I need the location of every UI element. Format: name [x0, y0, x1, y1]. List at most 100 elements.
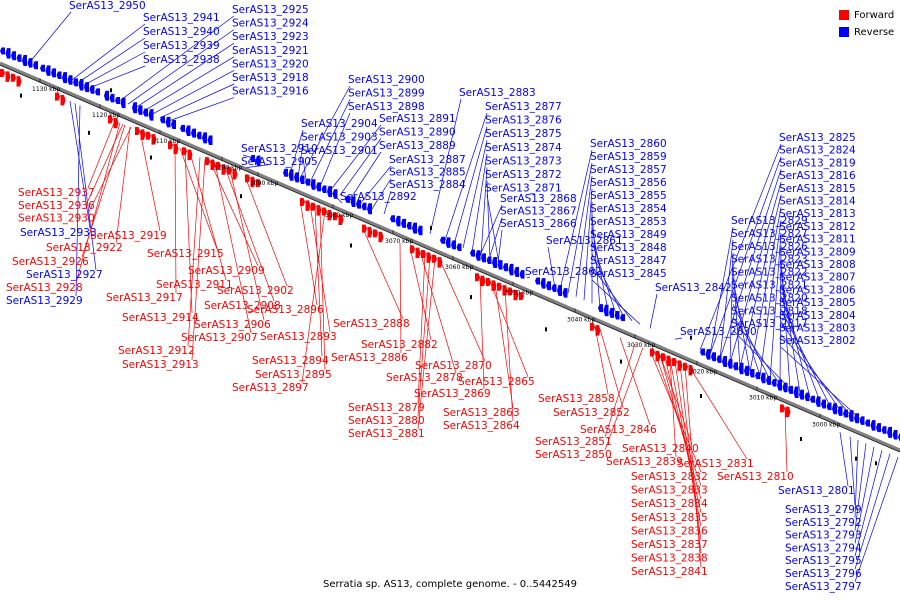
gene-label[interactable]: SerAS13_2855	[590, 190, 667, 202]
gene-label[interactable]: SerAS13_2887	[389, 154, 466, 166]
gene-label[interactable]: SerAS13_2859	[590, 151, 667, 163]
gene-label[interactable]: SerAS13_2923	[232, 31, 309, 43]
gene-label[interactable]: SerAS13_2885	[389, 167, 466, 179]
gene-label[interactable]: SerAS13_2919	[90, 230, 167, 242]
gene-label[interactable]: SerAS13_2838	[631, 553, 708, 565]
gene-label[interactable]: SerAS13_2913	[122, 359, 199, 371]
gene-label[interactable]: SerAS13_2876	[485, 115, 562, 127]
gene-label[interactable]: SerAS13_2904	[301, 118, 378, 130]
gene-label[interactable]: SerAS13_2926	[12, 256, 89, 268]
gene-label[interactable]: SerAS13_2888	[333, 318, 410, 330]
gene-label[interactable]: SerAS13_2907	[181, 332, 258, 344]
gene-label[interactable]: SerAS13_2892	[340, 191, 417, 203]
gene-label[interactable]: SerAS13_2864	[443, 420, 520, 432]
gene-label[interactable]: SerAS13_2797	[785, 581, 862, 593]
gene-label[interactable]: SerAS13_2852	[553, 407, 630, 419]
gene-label[interactable]: SerAS13_2936	[18, 200, 95, 212]
gene-label[interactable]: SerAS13_2806	[779, 284, 856, 296]
gene-label[interactable]: SerAS13_2930	[18, 213, 95, 225]
gene-label[interactable]: SerAS13_2924	[232, 18, 309, 30]
gene-label[interactable]: SerAS13_2808	[779, 259, 856, 271]
gene-label[interactable]: SerAS13_2889	[379, 140, 456, 152]
gene-label[interactable]: SerAS13_2842	[655, 282, 732, 294]
gene-label[interactable]: SerAS13_2805	[779, 297, 856, 309]
gene-label[interactable]: SerAS13_2915	[147, 248, 224, 260]
gene-label[interactable]: SerAS13_2813	[779, 208, 856, 220]
gene-label[interactable]: SerAS13_2896	[247, 304, 324, 316]
gene-label[interactable]: SerAS13_2922	[46, 242, 123, 254]
gene-label[interactable]: SerAS13_2867	[500, 206, 577, 218]
gene-label[interactable]: SerAS13_2821	[731, 280, 808, 292]
gene-label[interactable]: SerAS13_2870	[415, 360, 492, 372]
gene-label[interactable]: SerAS13_2826	[731, 241, 808, 253]
gene-label[interactable]: SerAS13_2927	[26, 269, 103, 281]
gene-label[interactable]: SerAS13_2836	[631, 525, 708, 537]
gene-label[interactable]: SerAS13_2939	[143, 40, 220, 52]
gene-label[interactable]: SerAS13_2881	[348, 428, 425, 440]
gene-label[interactable]: SerAS13_2847	[590, 255, 667, 267]
gene-label[interactable]: SerAS13_2891	[379, 113, 456, 125]
gene-label[interactable]: SerAS13_2899	[348, 88, 425, 100]
gene-label[interactable]: SerAS13_2857	[590, 164, 667, 176]
gene-label[interactable]: SerAS13_2851	[535, 436, 612, 448]
gene-label[interactable]: SerAS13_2911	[156, 279, 233, 291]
gene-label[interactable]: SerAS13_2827	[731, 228, 808, 240]
gene-label[interactable]: SerAS13_2833	[631, 485, 708, 497]
gene-label[interactable]: SerAS13_2873	[485, 155, 562, 167]
gene-label[interactable]: SerAS13_2810	[717, 471, 794, 483]
gene-label[interactable]: SerAS13_2801	[778, 485, 855, 497]
gene-label[interactable]: SerAS13_2895	[255, 369, 332, 381]
gene-label[interactable]: SerAS13_2822	[731, 267, 808, 279]
gene-label[interactable]: SerAS13_2819	[779, 157, 856, 169]
gene-label[interactable]: SerAS13_2938	[143, 54, 220, 66]
gene-label[interactable]: SerAS13_2903	[301, 132, 378, 144]
gene-label[interactable]: SerAS13_2809	[779, 246, 856, 258]
gene-label[interactable]: SerAS13_2856	[590, 177, 667, 189]
gene-label[interactable]: SerAS13_2869	[414, 388, 491, 400]
gene-label[interactable]: SerAS13_2816	[779, 170, 856, 182]
gene-label[interactable]: SerAS13_2872	[485, 169, 562, 181]
gene-label[interactable]: SerAS13_2807	[779, 272, 856, 284]
gene-label[interactable]: SerAS13_2861	[546, 235, 623, 247]
gene-label[interactable]: SerAS13_2837	[631, 539, 708, 551]
gene-label[interactable]: SerAS13_2878	[386, 372, 463, 384]
gene-label[interactable]: SerAS13_2841	[631, 566, 708, 578]
gene-label[interactable]: SerAS13_2894	[252, 355, 329, 367]
gene-label[interactable]: SerAS13_2839	[606, 456, 683, 468]
gene-label[interactable]: SerAS13_2877	[485, 101, 562, 113]
gene-label[interactable]: SerAS13_2803	[779, 323, 856, 335]
gene-label[interactable]: SerAS13_2928	[6, 282, 83, 294]
gene-label[interactable]: SerAS13_2912	[118, 345, 195, 357]
gene-label[interactable]: SerAS13_2825	[779, 132, 856, 144]
gene-label[interactable]: SerAS13_2886	[331, 352, 408, 364]
gene-label[interactable]: SerAS13_2879	[348, 402, 425, 414]
gene-label[interactable]: SerAS13_2910	[241, 143, 318, 155]
gene-label[interactable]: SerAS13_2914	[122, 312, 199, 324]
gene-label[interactable]: SerAS13_2900	[348, 74, 425, 86]
gene-label[interactable]: SerAS13_2793	[785, 530, 862, 542]
gene-label[interactable]: SerAS13_2835	[631, 512, 708, 524]
gene-label[interactable]: SerAS13_2829	[731, 215, 808, 227]
gene-label[interactable]: SerAS13_2804	[779, 310, 856, 322]
gene-label[interactable]: SerAS13_2929	[6, 295, 83, 307]
gene-label[interactable]: SerAS13_2802	[779, 335, 856, 347]
gene-label[interactable]: SerAS13_2902	[217, 285, 294, 297]
gene-label[interactable]: SerAS13_2834	[631, 498, 708, 510]
gene-label[interactable]: SerAS13_2849	[590, 229, 667, 241]
gene-label[interactable]: SerAS13_2796	[785, 568, 862, 580]
gene-label[interactable]: SerAS13_2840	[622, 443, 699, 455]
gene-label[interactable]: SerAS13_2898	[348, 101, 425, 113]
gene-label[interactable]: SerAS13_2866	[500, 218, 577, 230]
gene-label[interactable]: SerAS13_2830	[680, 326, 757, 338]
gene-label[interactable]: SerAS13_2848	[590, 242, 667, 254]
gene-label[interactable]: SerAS13_2865	[458, 376, 535, 388]
gene-label[interactable]: SerAS13_2799	[785, 504, 862, 516]
gene-label[interactable]: SerAS13_2860	[590, 138, 667, 150]
gene-label[interactable]: SerAS13_2893	[260, 331, 337, 343]
gene-label[interactable]: SerAS13_2868	[500, 193, 577, 205]
gene-label[interactable]: SerAS13_2846	[580, 424, 657, 436]
gene-label[interactable]: SerAS13_2817	[731, 318, 808, 330]
gene-label[interactable]: SerAS13_2815	[779, 183, 856, 195]
gene-label[interactable]: SerAS13_2882	[361, 339, 438, 351]
gene-label[interactable]: SerAS13_2890	[379, 127, 456, 139]
